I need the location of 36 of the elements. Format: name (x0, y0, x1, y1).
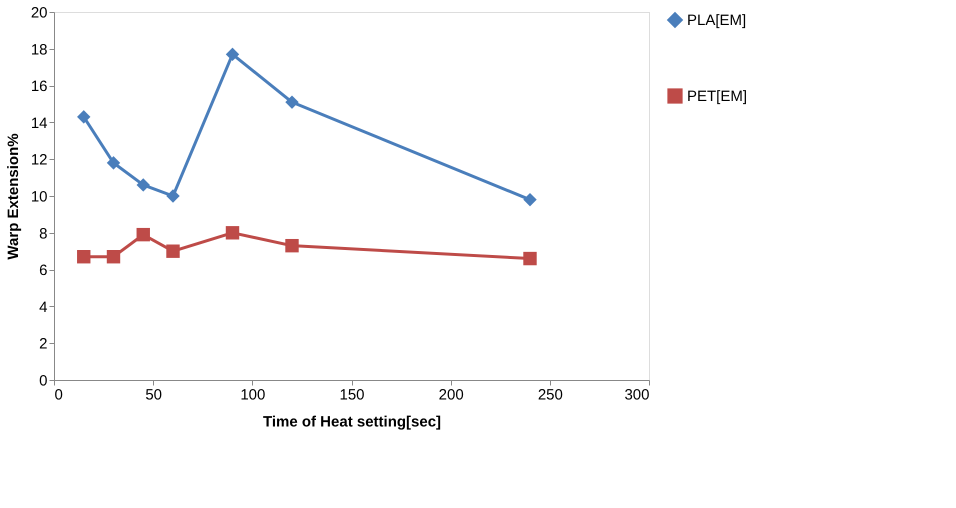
point (285, 238, 299, 252)
x-tick-label: 100 (240, 386, 266, 404)
point (226, 48, 240, 62)
x-tick-label: 50 (145, 386, 162, 404)
x-tick-label: 0 (54, 386, 63, 404)
point (166, 244, 180, 258)
point (136, 228, 150, 242)
y-tick-label: 0 (39, 372, 48, 390)
point (106, 156, 120, 170)
y-tick-label: 18 (30, 41, 48, 58)
point (523, 252, 537, 266)
point (106, 250, 120, 264)
x-tick-label: 200 (438, 386, 464, 404)
point (77, 110, 90, 124)
y-tick-label: 2 (39, 336, 48, 353)
x-axis-title: Time of Heat setting[sec] (262, 414, 442, 430)
y-axis-title: Warp Extension% (4, 133, 22, 260)
point (77, 250, 90, 264)
y-tick-label: 16 (30, 78, 48, 96)
legend-label: PET[EM] (687, 88, 748, 105)
point (523, 192, 537, 206)
x-tick-label: 300 (624, 386, 650, 404)
point (136, 178, 150, 192)
point (226, 226, 240, 240)
y-tick-label: 20 (30, 4, 48, 22)
y-tick-label: 14 (30, 114, 48, 132)
y-tick-label: 4 (39, 298, 48, 316)
y-tick-label: 10 (30, 188, 48, 206)
point (166, 189, 180, 203)
x-tick-label: 250 (538, 386, 563, 404)
y-tick-label: 8 (39, 225, 48, 242)
legend-label: PLA[EM] (687, 12, 746, 29)
y-tick-label: 12 (30, 152, 48, 169)
x-tick-label: 150 (339, 386, 365, 404)
y-tick-label: 6 (39, 262, 48, 280)
point (285, 95, 299, 109)
